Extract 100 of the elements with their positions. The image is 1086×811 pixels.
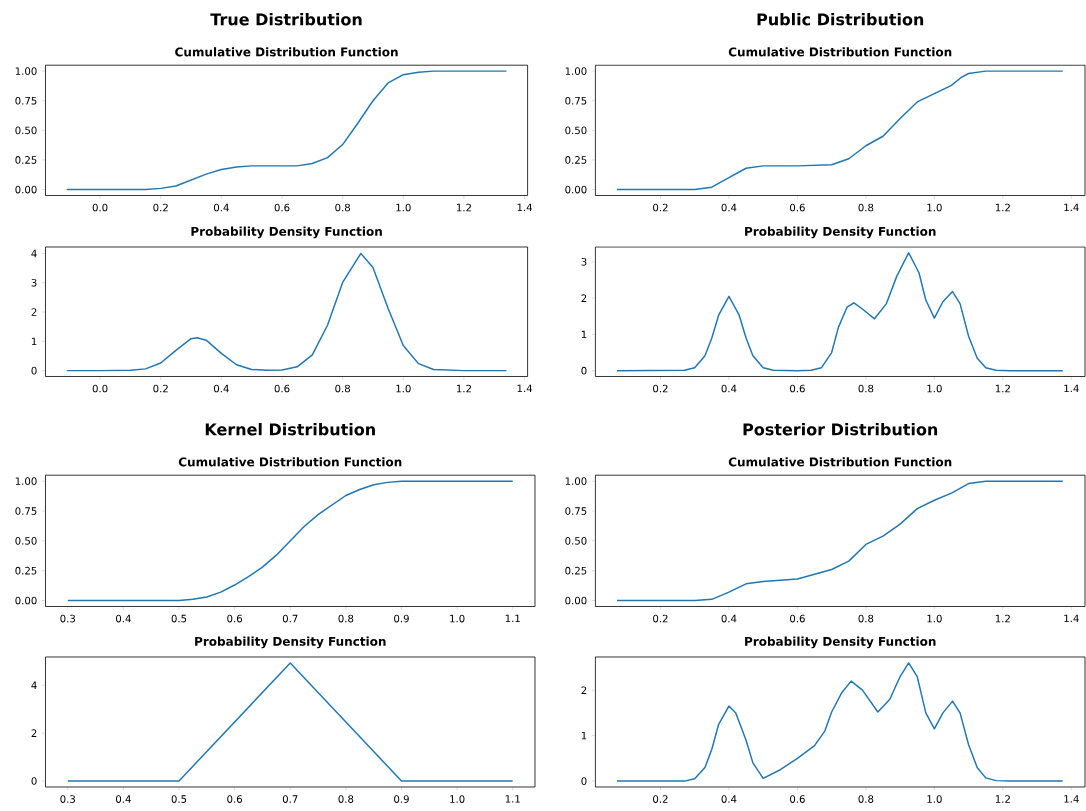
y-tick-label: 0 [581,777,587,785]
x-tick-label: 0.8 [858,203,874,212]
x-tick-label: 0.2 [153,203,168,212]
y-tick-label: 0.50 [15,537,37,545]
x-tick-label: 0.3 [60,614,75,623]
x-tick-label: 0.6 [227,795,243,803]
y-tick-label: 0.75 [565,96,587,105]
chart-title: Posterior Distribution [743,423,938,436]
x-tick-label: 0.2 [653,614,668,623]
x-tick-label: 0.8 [335,384,351,393]
x-tick-label: 1.0 [927,614,942,623]
x-tick-label: 0.2 [653,203,668,212]
y-tick-label: 0 [581,366,587,375]
y-tick-label: 0.50 [15,126,37,135]
x-tick-label: 1.0 [396,203,411,212]
chart-title: Kernel Distribution [205,423,375,436]
y-tick-label: 3 [31,278,37,287]
x-tick-label: 1.2 [456,203,471,212]
x-tick-label: 0.5 [171,614,187,623]
y-tick-label: 1.00 [565,67,587,75]
y-tick-label: 0.75 [15,96,37,105]
chart-title: Public Distribution [757,13,924,26]
x-tick-label: 1.4 [1064,384,1079,393]
y-tick-label: 0.00 [565,596,587,605]
x-tick-label: 1.0 [927,203,942,212]
x-tick-label: 0.8 [338,614,354,623]
x-tick-label: 0.4 [115,614,131,623]
x-tick-label: 0.4 [721,795,737,803]
x-tick-label: 0.6 [790,203,805,212]
x-tick-label: 1.0 [927,795,942,803]
chart-title: Probability Density Function [745,636,936,649]
x-tick-label: 0.6 [227,614,243,623]
x-tick-label: 1.4 [517,384,533,393]
y-tick-label: 1.00 [15,67,37,75]
x-tick-label: 0.6 [790,614,805,623]
y-tick-label: 2 [31,308,37,316]
x-tick-label: 0.8 [338,795,354,803]
chart-title: Probability Density Function [195,636,386,649]
chart-subtitle: Cumulative Distribution Function [728,47,952,57]
x-tick-label: 0.2 [153,384,168,393]
chart-subtitle: Cumulative Distribution Function [728,457,952,467]
x-tick-label: 1.0 [396,384,411,393]
x-tick-label: 0.4 [721,203,737,212]
y-tick-label: 4 [31,249,37,258]
y-tick-label: 1.00 [15,477,37,485]
x-tick-label: 1.4 [517,203,533,212]
y-tick-label: 0.25 [565,156,587,164]
y-tick-label: 1 [581,330,587,339]
y-tick-label: 2 [31,729,37,737]
chart-title: True Distribution [210,13,362,26]
x-tick-label: 0.8 [858,384,874,393]
y-tick-label: 0.75 [565,507,587,515]
x-tick-label: 0.8 [858,614,874,623]
y-tick-label: 3 [581,258,587,266]
line-series [616,70,1064,191]
y-tick-label: 0.50 [565,126,587,135]
x-tick-label: 0.4 [213,384,229,393]
x-tick-label: 0.3 [60,795,76,803]
x-tick-label: 0.5 [171,795,187,803]
x-tick-label: 1.2 [995,384,1010,393]
x-tick-label: 1.0 [450,795,465,803]
y-tick-label: 0.25 [565,566,587,575]
line-series [65,252,508,372]
x-tick-label: 1.4 [1064,614,1079,623]
line-series [616,662,1064,782]
y-tick-label: 0.25 [15,566,37,575]
y-tick-label: 2 [581,294,587,302]
y-tick-label: 1 [31,337,37,346]
y-tick-label: 0.00 [15,185,37,194]
y-tick-label: 0 [31,777,37,785]
x-tick-label: 1.2 [456,384,471,393]
x-tick-label: 1.4 [1064,795,1079,803]
x-tick-label: 0.4 [721,384,737,393]
x-tick-label: 0.7 [282,614,298,623]
x-tick-label: 1.2 [995,203,1010,212]
x-tick-label: 1.1 [505,614,520,623]
x-tick-label: 0.9 [394,795,409,803]
x-tick-label: 0.4 [213,203,229,212]
x-tick-label: 0.6 [790,384,805,393]
x-tick-label: 0.0 [92,203,108,212]
x-tick-label: 0.9 [394,614,409,623]
chart-title: Probability Density Function [745,226,936,239]
x-tick-label: 0.4 [721,614,737,623]
line-series [616,480,1064,602]
y-tick-label: 0.00 [565,185,587,194]
x-tick-label: 1.4 [1064,203,1079,212]
x-tick-label: 0.2 [653,795,668,803]
chart-title: Probability Density Function [191,226,382,239]
x-tick-label: 0.0 [92,384,108,393]
y-tick-label: 0.25 [15,156,37,164]
x-tick-label: 0.6 [274,384,290,393]
x-tick-label: 1.0 [927,384,942,393]
x-tick-label: 1.1 [505,795,520,803]
x-tick-label: 0.6 [790,795,805,803]
x-tick-label: 1.2 [995,614,1010,623]
y-tick-label: 0.50 [565,537,587,545]
x-tick-label: 0.8 [858,795,874,803]
x-tick-label: 0.2 [653,384,668,393]
y-tick-label: 2 [581,686,587,694]
y-tick-label: 0.75 [15,507,37,515]
